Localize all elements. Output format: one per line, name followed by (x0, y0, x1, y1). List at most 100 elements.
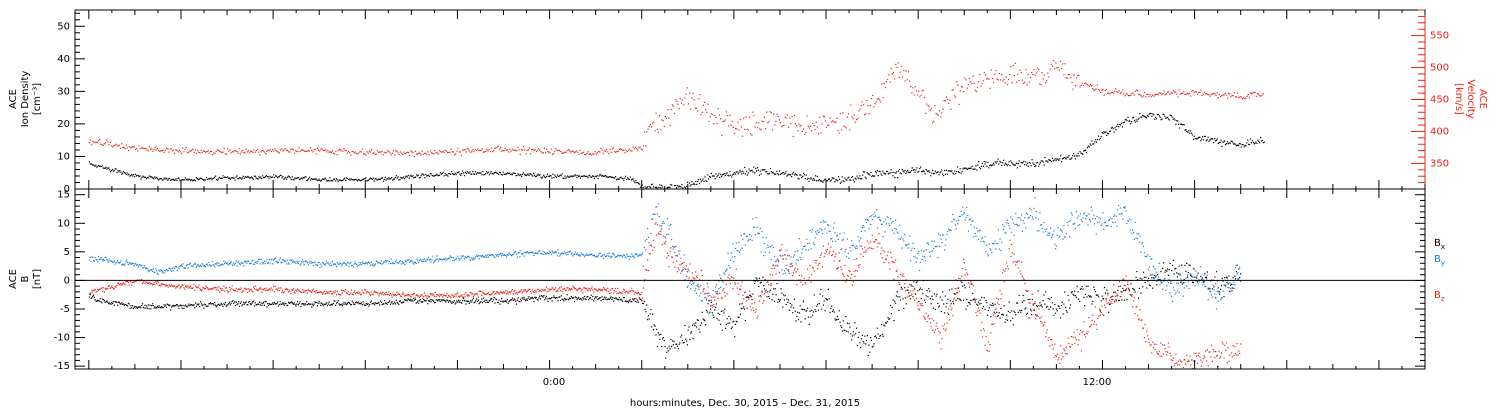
bx-series-point (651, 326, 653, 328)
by-series-point (613, 253, 615, 255)
velocity-series-point (685, 93, 687, 95)
density-series-point (250, 177, 252, 179)
velocity-series-point (217, 150, 219, 152)
by-series-point (365, 262, 367, 264)
density-series-point (375, 177, 377, 180)
by-series-point (202, 264, 204, 266)
velocity-series-point (663, 125, 665, 127)
by-series-point (648, 242, 650, 244)
density-series-point (796, 174, 798, 176)
bx-series-point (991, 304, 993, 306)
velocity-series-point (920, 94, 922, 96)
velocity-series-point (755, 122, 757, 124)
density-series-point (322, 178, 325, 180)
by-series-point (170, 270, 173, 273)
density-series-point (592, 175, 594, 177)
by-series-point (238, 261, 240, 263)
density-series-point (500, 173, 502, 176)
by-series-point (737, 250, 739, 252)
density-series-point (699, 178, 701, 180)
by-series-point (1177, 282, 1179, 284)
density-series-point (791, 173, 794, 175)
bx-series-point (135, 307, 137, 309)
bx-series-point (860, 346, 862, 349)
by-series-point (1026, 213, 1028, 215)
by-series-point (637, 255, 639, 257)
density-series-point (944, 173, 947, 175)
bx-series-point (1125, 289, 1127, 291)
bx-series-point (1016, 302, 1018, 304)
density-series-point (1258, 140, 1260, 143)
bx-series-point (389, 303, 392, 306)
by-series-point (695, 288, 697, 290)
velocity-series-point (828, 124, 830, 126)
velocity-series-point (1062, 63, 1064, 65)
bx-series-point (944, 295, 946, 297)
by-series-point (897, 232, 899, 234)
bx-series-point (957, 298, 959, 300)
by-series-point (219, 264, 222, 266)
density-series-point (349, 179, 351, 181)
bx-series-point (169, 304, 171, 306)
by-series-point (499, 254, 501, 256)
by-series-point (437, 258, 439, 260)
velocity-series-point (293, 152, 296, 154)
by-series-point (1011, 231, 1013, 233)
density-series-point (819, 180, 821, 182)
bx-series-point (408, 298, 410, 300)
density-series-point (1115, 129, 1117, 131)
density-series-point (849, 179, 851, 181)
by-series-point (1011, 218, 1014, 220)
by-series-point (854, 246, 856, 248)
density-series-point (394, 177, 396, 179)
density-series-point (216, 178, 218, 181)
density-series-point (1038, 163, 1041, 165)
bx-series-point (656, 328, 658, 330)
velocity-series-point (1149, 93, 1151, 96)
by-series-point (157, 273, 159, 275)
velocity-series-point (883, 82, 885, 84)
density-series-point (162, 179, 164, 181)
bx-series-point (122, 303, 124, 305)
by-series-point (350, 265, 353, 267)
by-series-point (131, 263, 134, 265)
density-series-point (495, 171, 497, 173)
bx-series-point (438, 299, 440, 301)
density-series-point (269, 175, 271, 177)
bx-series-point (450, 301, 452, 303)
by-series-point (686, 275, 688, 277)
by-series-point (892, 220, 894, 222)
density-series-point (501, 174, 503, 176)
by-series-point (816, 233, 818, 235)
by-series-point (278, 259, 280, 261)
velocity-series-point (274, 148, 276, 150)
bx-series-point (734, 336, 736, 338)
velocity-series-point (907, 71, 909, 73)
by-series-point (1115, 215, 1117, 217)
bx-series-point (463, 299, 465, 301)
bx-series-point (1099, 310, 1101, 312)
bx-series-point (759, 282, 761, 284)
density-series-point (1141, 116, 1143, 118)
by-series-point (1072, 223, 1074, 225)
velocity-series-point (449, 151, 451, 153)
bx-series-point (454, 303, 456, 305)
bx-series-point (628, 300, 630, 302)
by-series-point (530, 252, 533, 254)
velocity-series-point (994, 73, 996, 75)
by-series-point (136, 264, 139, 266)
density-series-point (1221, 145, 1223, 148)
density-series-point (674, 185, 676, 187)
bx-series-point (139, 305, 141, 308)
bx-series-point (1068, 299, 1070, 301)
velocity-series-point (451, 151, 453, 153)
density-series-point (109, 169, 111, 171)
by-series-point (794, 250, 796, 253)
bx-series-point (778, 298, 780, 300)
by-series-point (842, 238, 844, 240)
by-series-point (559, 253, 562, 255)
density-series-point (294, 177, 296, 179)
bx-series-point (744, 319, 746, 322)
bx-series-point (1152, 287, 1154, 289)
density-series-point (202, 178, 204, 181)
